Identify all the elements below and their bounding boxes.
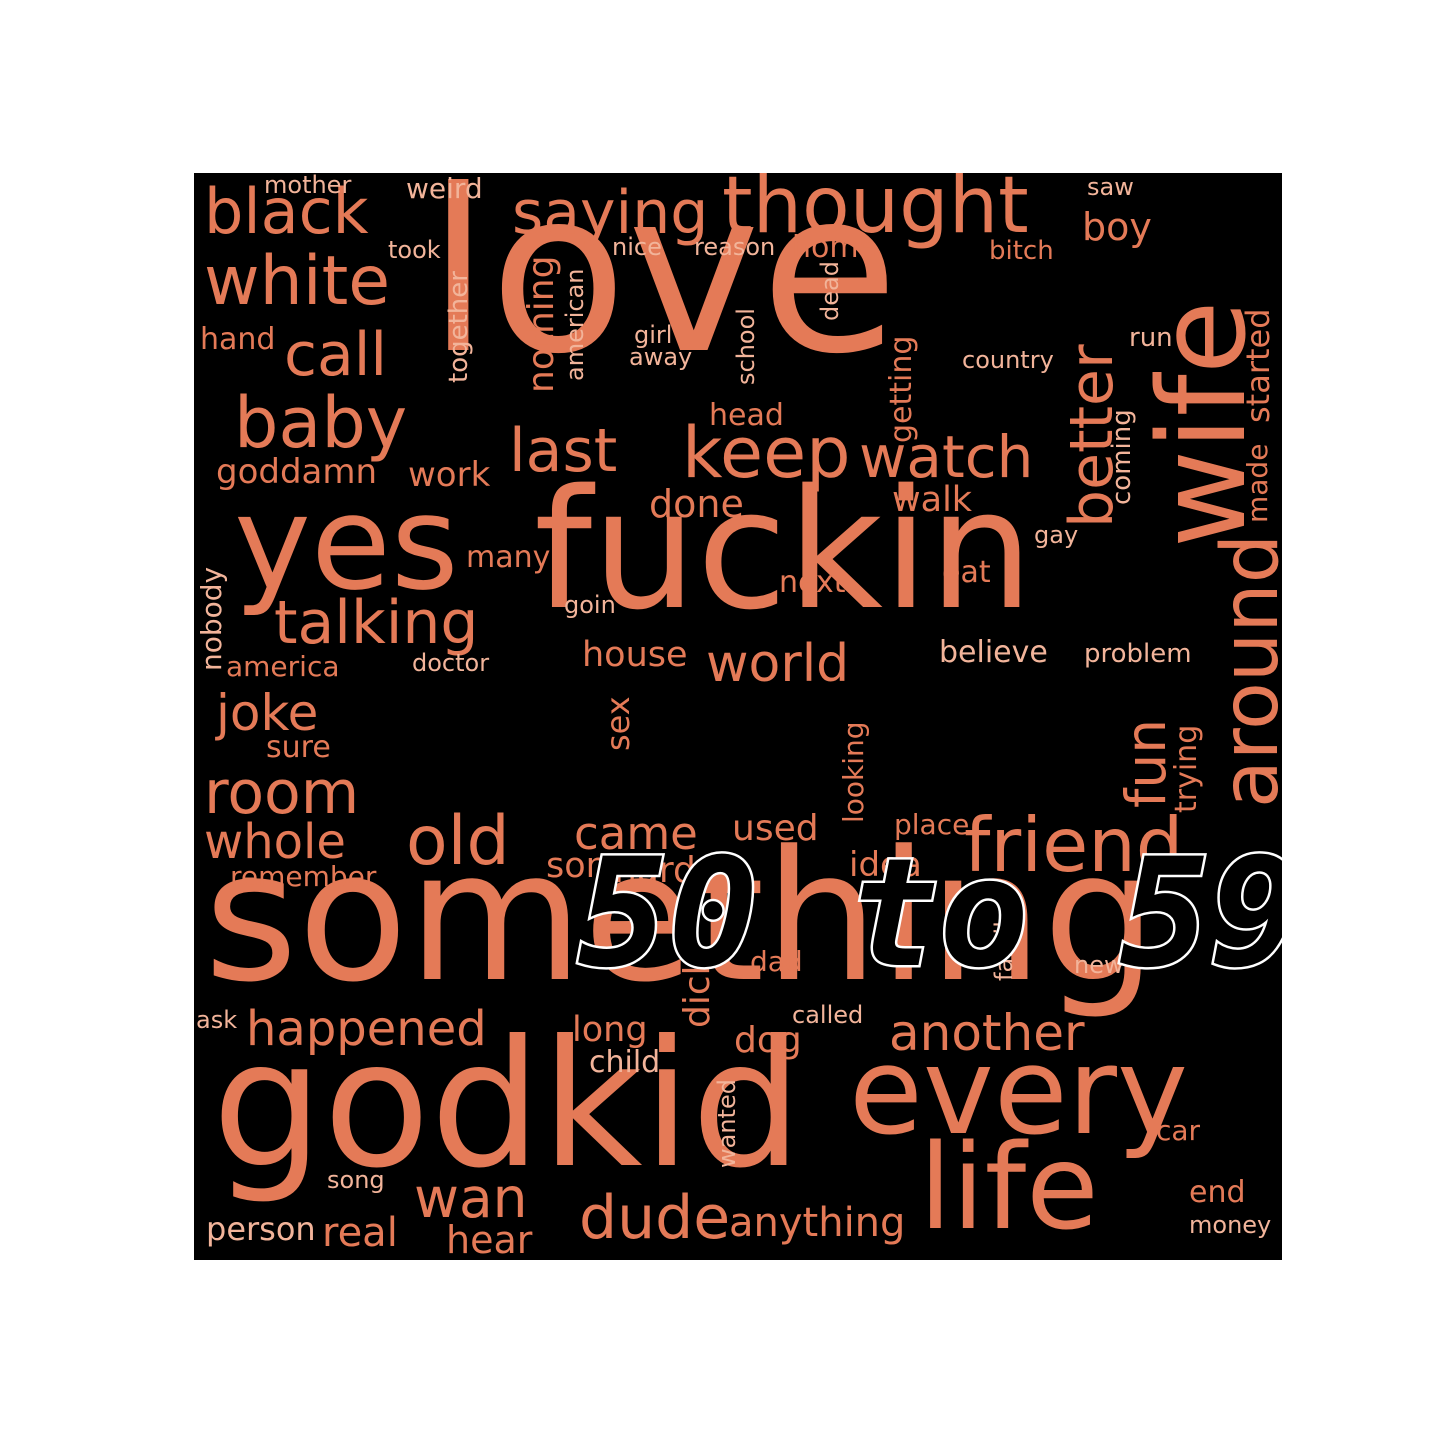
word-goin: goin (564, 591, 616, 619)
word-girl: girl (634, 321, 673, 349)
word-song: song (327, 1166, 385, 1194)
word-old: old (406, 802, 510, 881)
word-gay: gay (1034, 521, 1079, 549)
word-next: next (779, 565, 846, 600)
word-fun: fun (1114, 718, 1178, 808)
word-hard: hard (614, 850, 696, 891)
word-new: new (1074, 951, 1124, 979)
word-america: america (226, 650, 340, 683)
word-weird: weird (406, 173, 483, 205)
word-anything: anything (729, 1200, 906, 1246)
word-reason: reason (694, 233, 776, 261)
word-white: white (204, 242, 391, 321)
word-home: home (792, 230, 878, 265)
word-wan: wan (414, 1166, 528, 1230)
word-nobody: nobody (195, 566, 228, 671)
word-problem: problem (1084, 639, 1192, 669)
word-doctor: doctor (412, 649, 490, 677)
word-last: last (509, 416, 618, 486)
word-every: every (849, 1023, 1189, 1162)
title-label: 50 to 59 (578, 845, 1282, 985)
word-real: real (322, 1210, 398, 1256)
word-work: work (408, 455, 491, 495)
word-walk: walk (892, 480, 973, 520)
word-looking: looking (837, 721, 870, 823)
word-called: called (792, 1001, 864, 1029)
word-eat: eat (942, 555, 991, 590)
word-whole: whole (204, 814, 346, 870)
word-together: together (444, 271, 474, 383)
word-boy: boy (1082, 205, 1152, 249)
word-life: life (919, 1118, 1099, 1256)
word-watch: watch (859, 423, 1034, 491)
word-country: country (962, 346, 1054, 374)
word-son: son (546, 846, 608, 886)
word-school: school (732, 308, 760, 385)
word-away: away (629, 343, 693, 371)
word-nothing: nothing (521, 255, 562, 393)
word-wanted: wanted (713, 1079, 741, 1168)
word-place: place (894, 808, 970, 841)
word-dead: dead (816, 261, 844, 321)
word-thought: thought (722, 173, 1029, 251)
word-started: started (1239, 308, 1277, 423)
word-head: head (709, 398, 784, 433)
word-done: done (649, 482, 744, 526)
word-ask: ask (196, 1006, 238, 1034)
word-made: made (1241, 443, 1274, 523)
word-yes: yes (234, 467, 459, 619)
word-took: took (388, 236, 441, 264)
title-text: 50 to 59 (575, 845, 1282, 985)
word-money: money (1189, 1211, 1272, 1239)
word-another: another (889, 1004, 1085, 1062)
word-mother: mother (264, 173, 352, 199)
word-sex: sex (599, 696, 637, 751)
word-house: house (582, 635, 688, 675)
word-keep: keep (682, 412, 851, 494)
word-child: child (589, 1045, 661, 1080)
word-car: car (1156, 1114, 1201, 1147)
word-fuckin: fuckin (534, 454, 1034, 646)
word-remember: remember (230, 860, 377, 893)
word-came: came (574, 807, 698, 860)
word-end: end (1189, 1175, 1246, 1210)
word-hand: hand (200, 322, 276, 357)
word-friend: friend (964, 801, 1184, 889)
word-getting: getting (884, 335, 919, 443)
word-dog: dog (734, 1020, 802, 1061)
word-person: person (206, 1210, 316, 1248)
word-goddamn: goddamn (216, 452, 378, 492)
word-bitch: bitch (989, 236, 1054, 266)
word-long: long (572, 1010, 648, 1050)
word-around: around (1206, 533, 1282, 808)
word-joke: joke (216, 684, 319, 742)
word-world: world (706, 634, 850, 694)
word-dude: dude (579, 1183, 731, 1253)
word-run: run (1129, 323, 1173, 353)
word-room: room (204, 758, 360, 828)
word-something: something (204, 813, 1157, 1022)
word-saw: saw (1087, 173, 1134, 201)
word-believe: believe (939, 635, 1048, 670)
word-nice: nice (612, 233, 662, 261)
word-hear: hear (446, 1218, 533, 1260)
word-american: american (561, 268, 589, 382)
word-dad: dad (750, 945, 803, 978)
word-cloud: love something fuckin godkid yes every l… (194, 173, 1282, 1260)
word-call: call (284, 320, 388, 390)
word-saying: saying (512, 178, 709, 248)
word-trying: trying (1169, 724, 1204, 813)
word-coming: coming (1107, 409, 1137, 505)
word-idea: idea (849, 845, 922, 885)
word-godkid: godkid (212, 1004, 803, 1207)
word-love: love (427, 173, 899, 404)
word-baby: baby (234, 382, 408, 464)
word-many: many (466, 540, 551, 575)
word-sure: sure (266, 730, 331, 765)
word-happened: happened (246, 1001, 487, 1057)
word-used: used (732, 808, 819, 849)
word-black: black (204, 175, 369, 248)
word-talking: talking (274, 588, 479, 658)
